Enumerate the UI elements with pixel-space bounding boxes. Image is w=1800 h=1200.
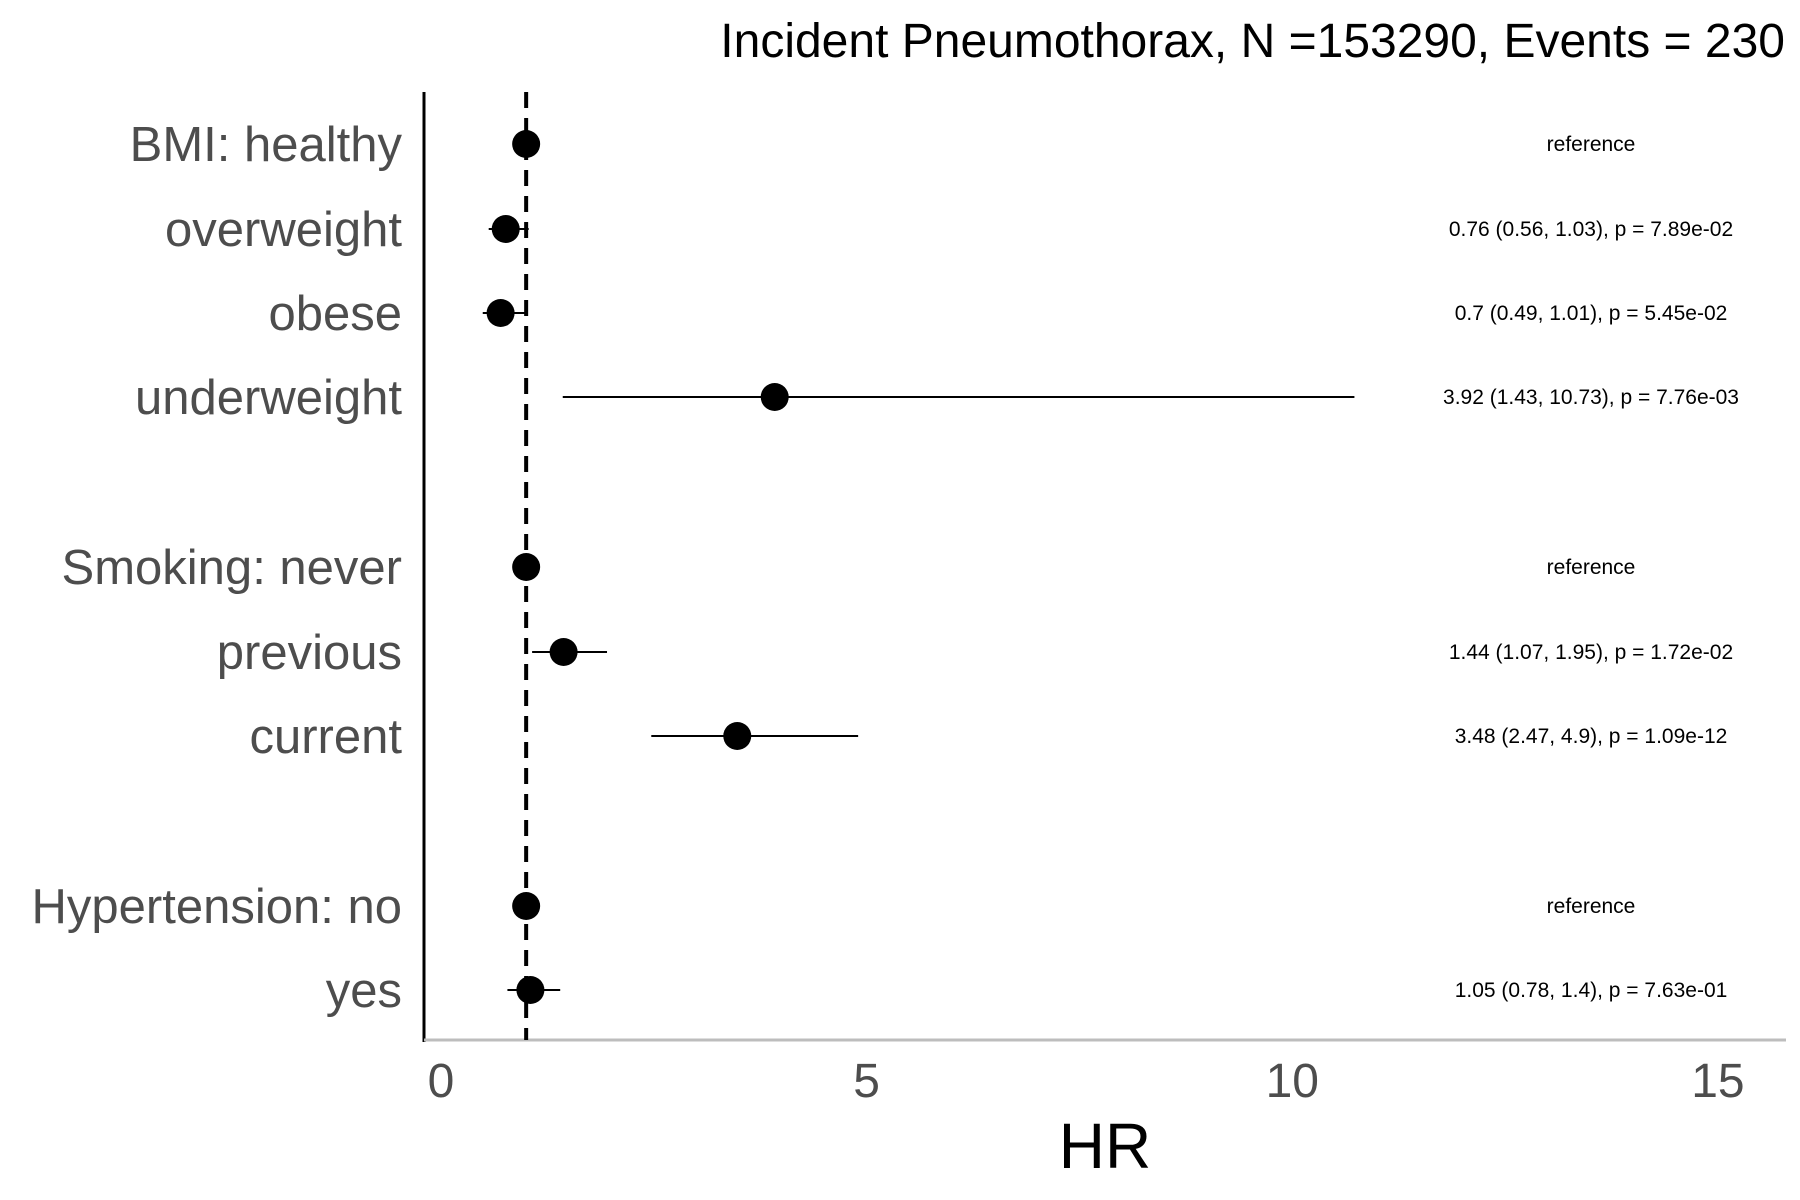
x-axis-label: HR	[1059, 1110, 1151, 1182]
row-label: previous	[217, 626, 402, 680]
forest-row: previous 1.44 (1.07, 1.95), p = 1.72e-02	[217, 626, 1733, 680]
hr-point	[760, 383, 789, 411]
chart-title: Incident Pneumothorax, N =153290, Events…	[720, 15, 1785, 68]
row-label: current	[249, 710, 402, 764]
forest-row: BMI: healthy reference	[130, 118, 1636, 172]
hr-point	[512, 553, 541, 581]
forest-row: yes 1.05 (0.78, 1.4), p = 7.63e-01	[326, 964, 1728, 1018]
hr-point	[491, 215, 520, 243]
x-tick-label: 15	[1691, 1055, 1744, 1108]
row-label: BMI: healthy	[130, 118, 403, 172]
x-tick-label: 0	[428, 1055, 455, 1108]
forest-row: Smoking: never reference	[62, 541, 1636, 595]
hr-annotation: 3.48 (2.47, 4.9), p = 1.09e-12	[1455, 725, 1728, 748]
hr-annotation: reference	[1547, 133, 1636, 156]
x-tick-label: 5	[853, 1055, 880, 1108]
hr-annotation: 0.76 (0.56, 1.03), p = 7.89e-02	[1449, 218, 1733, 241]
x-tick-label: 10	[1266, 1055, 1319, 1108]
hr-annotation: reference	[1547, 895, 1636, 918]
forest-row: obese 0.7 (0.49, 1.01), p = 5.45e-02	[268, 287, 1727, 341]
hr-point	[512, 130, 541, 158]
hr-point	[723, 722, 752, 750]
forest-row: overweight 0.76 (0.56, 1.03), p = 7.89e-0…	[165, 203, 1733, 257]
row-label: Hypertension: no	[32, 880, 402, 934]
hr-annotation: 0.7 (0.49, 1.01), p = 5.45e-02	[1455, 302, 1728, 325]
hr-point	[549, 638, 578, 666]
hr-point	[512, 892, 541, 920]
hr-annotation: 1.05 (0.78, 1.4), p = 7.63e-01	[1455, 979, 1728, 1002]
hr-point	[516, 976, 545, 1004]
hr-annotation: 1.44 (1.07, 1.95), p = 1.72e-02	[1449, 641, 1733, 664]
forest-row: Hypertension: no reference	[32, 880, 1636, 934]
row-label: Smoking: never	[62, 541, 402, 595]
row-label: obese	[268, 287, 402, 341]
hr-annotation: 3.92 (1.43, 10.73), p = 7.76e-03	[1443, 386, 1739, 409]
row-label: underweight	[135, 371, 402, 425]
forest-row: underweight 3.92 (1.43, 10.73), p = 7.76e…	[135, 371, 1739, 425]
row-label: yes	[326, 964, 402, 1018]
hr-point	[486, 299, 515, 327]
row-label: overweight	[165, 203, 402, 257]
forest-rows: BMI: healthy reference overweight 0.76 (0.5…	[32, 118, 1739, 1018]
x-tick-labels: 0 5 10 15	[428, 1055, 1745, 1108]
forest-row: current 3.48 (2.47, 4.9), p = 1.09e-12	[249, 710, 1727, 764]
hr-annotation: reference	[1547, 556, 1636, 579]
